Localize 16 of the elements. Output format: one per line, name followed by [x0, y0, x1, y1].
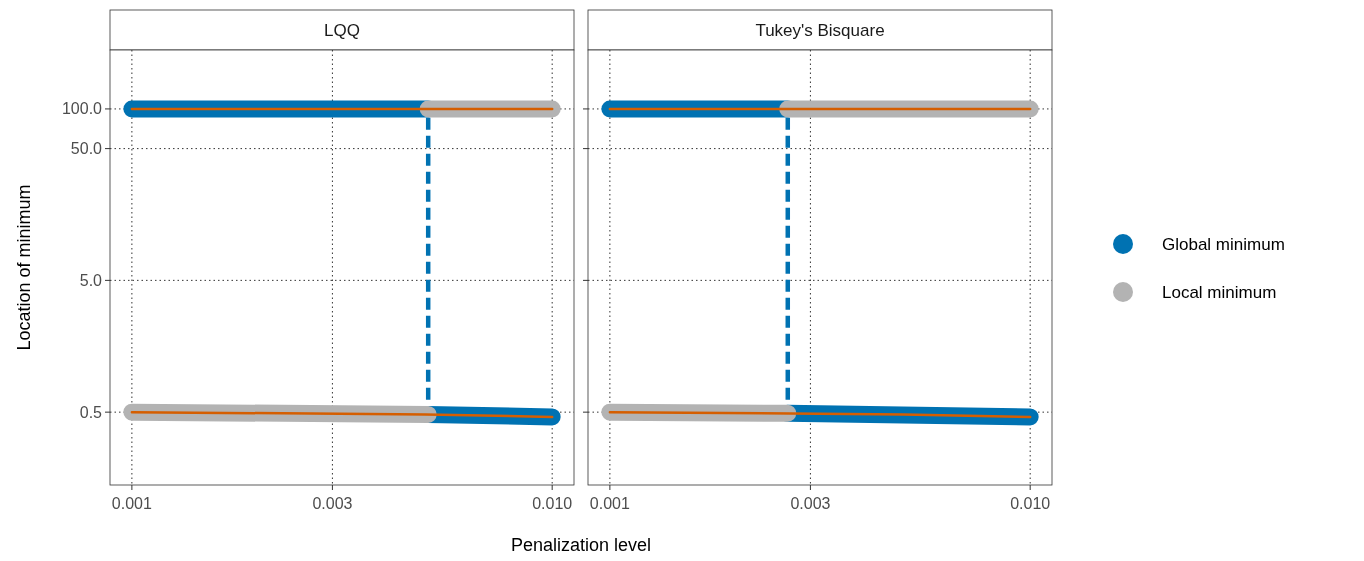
legend-label: Local minimum [1162, 283, 1277, 302]
y-tick-label: 0.5 [79, 403, 103, 421]
y-axis-title: Location of minimum [14, 184, 34, 351]
chart-title: Tukey's Bisquare [755, 21, 885, 40]
y-tick-label: 100.0 [61, 100, 103, 118]
x-tick-label: 0.003 [790, 495, 831, 512]
y-tick-label: 50.0 [70, 140, 103, 158]
legend-label: Global minimum [1162, 235, 1285, 254]
y-tick-label: 5.0 [79, 271, 103, 289]
x-tick-label: 0.001 [111, 495, 152, 512]
x-tick-label: 0.010 [532, 495, 573, 512]
x-tick-label: 0.003 [312, 495, 353, 512]
x-axis-title: Penalization level [510, 535, 652, 555]
x-tick-label: 0.010 [1010, 495, 1051, 512]
x-tick-label: 0.001 [589, 495, 630, 512]
chart-title: LQQ [324, 21, 360, 40]
